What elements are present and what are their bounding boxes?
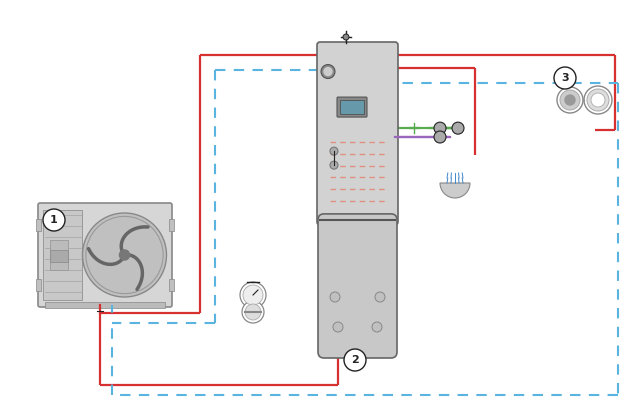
Text: 1: 1 — [50, 215, 58, 225]
Text: 3: 3 — [561, 73, 569, 83]
Circle shape — [43, 209, 65, 231]
Circle shape — [434, 131, 446, 143]
Circle shape — [324, 68, 332, 76]
Circle shape — [321, 65, 335, 79]
Circle shape — [591, 93, 605, 107]
Circle shape — [584, 86, 612, 114]
FancyBboxPatch shape — [38, 203, 172, 307]
Circle shape — [565, 95, 575, 105]
FancyBboxPatch shape — [318, 214, 397, 358]
Circle shape — [375, 292, 385, 302]
Bar — [169, 279, 174, 291]
Circle shape — [330, 292, 340, 302]
Circle shape — [330, 161, 338, 169]
FancyBboxPatch shape — [337, 97, 367, 117]
Circle shape — [343, 34, 349, 40]
Bar — [36, 279, 41, 291]
Circle shape — [452, 122, 464, 134]
Circle shape — [434, 122, 446, 134]
Circle shape — [560, 90, 580, 110]
Circle shape — [245, 304, 261, 320]
Bar — [43, 210, 82, 300]
Circle shape — [120, 250, 130, 260]
Bar — [45, 302, 165, 308]
Bar — [50, 250, 68, 262]
FancyBboxPatch shape — [340, 100, 364, 114]
Circle shape — [587, 89, 609, 111]
Circle shape — [330, 147, 338, 155]
Circle shape — [557, 87, 583, 113]
Circle shape — [243, 285, 263, 305]
FancyBboxPatch shape — [317, 42, 398, 225]
Circle shape — [83, 213, 166, 297]
Text: 2: 2 — [351, 355, 359, 365]
Circle shape — [554, 67, 576, 89]
Circle shape — [333, 322, 343, 332]
Bar — [169, 219, 174, 231]
Wedge shape — [440, 183, 470, 198]
Circle shape — [242, 301, 264, 323]
Bar — [50, 240, 68, 270]
Circle shape — [372, 322, 382, 332]
Circle shape — [344, 349, 366, 371]
Bar — [36, 219, 41, 231]
Circle shape — [240, 282, 266, 308]
